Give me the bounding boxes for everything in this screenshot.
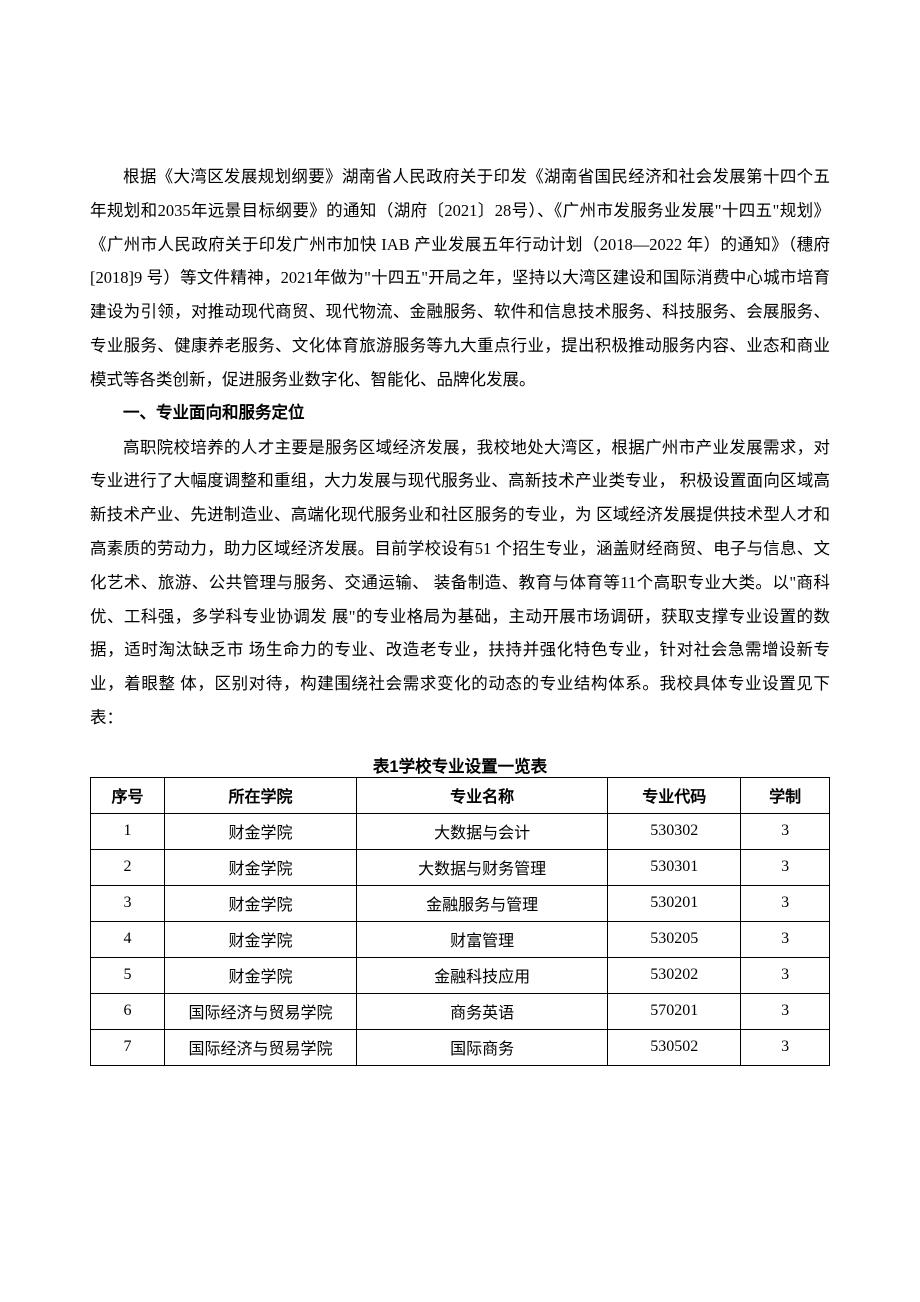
col-header-college: 所在学院	[164, 777, 356, 813]
table-row: 4 财金学院 财富管理 530205 3	[91, 921, 830, 957]
cell-duration: 3	[741, 813, 830, 849]
cell-duration: 3	[741, 885, 830, 921]
col-header-code: 专业代码	[608, 777, 741, 813]
cell-college: 国际经济与贸易学院	[164, 1029, 356, 1065]
cell-seq: 2	[91, 849, 165, 885]
cell-name: 大数据与会计	[357, 813, 608, 849]
paragraph-body: 高职院校培养的人才主要是服务区域经济发展，我校地处大湾区，根据广州市产业发展需求…	[90, 431, 830, 735]
cell-name: 大数据与财务管理	[357, 849, 608, 885]
col-header-seq: 序号	[91, 777, 165, 813]
cell-college: 财金学院	[164, 849, 356, 885]
cell-name: 国际商务	[357, 1029, 608, 1065]
cell-duration: 3	[741, 1029, 830, 1065]
cell-name: 金融科技应用	[357, 957, 608, 993]
col-header-duration: 学制	[741, 777, 830, 813]
cell-seq: 1	[91, 813, 165, 849]
table-row: 6 国际经济与贸易学院 商务英语 570201 3	[91, 993, 830, 1029]
table-row: 2 财金学院 大数据与财务管理 530301 3	[91, 849, 830, 885]
cell-duration: 3	[741, 957, 830, 993]
cell-college: 财金学院	[164, 885, 356, 921]
cell-seq: 7	[91, 1029, 165, 1065]
table-row: 7 国际经济与贸易学院 国际商务 530502 3	[91, 1029, 830, 1065]
cell-name: 商务英语	[357, 993, 608, 1029]
cell-seq: 6	[91, 993, 165, 1029]
cell-code: 530201	[608, 885, 741, 921]
cell-name: 金融服务与管理	[357, 885, 608, 921]
cell-college: 财金学院	[164, 957, 356, 993]
table-header-row: 序号 所在学院 专业名称 专业代码 学制	[91, 777, 830, 813]
cell-duration: 3	[741, 921, 830, 957]
col-header-name: 专业名称	[357, 777, 608, 813]
cell-college: 财金学院	[164, 921, 356, 957]
cell-college: 国际经济与贸易学院	[164, 993, 356, 1029]
cell-duration: 3	[741, 993, 830, 1029]
cell-duration: 3	[741, 849, 830, 885]
cell-code: 530205	[608, 921, 741, 957]
cell-code: 570201	[608, 993, 741, 1029]
table-row: 5 财金学院 金融科技应用 530202 3	[91, 957, 830, 993]
cell-seq: 5	[91, 957, 165, 993]
majors-table: 序号 所在学院 专业名称 专业代码 学制 1 财金学院 大数据与会计 53030…	[90, 777, 830, 1066]
table-row: 3 财金学院 金融服务与管理 530201 3	[91, 885, 830, 921]
table-caption: 表1学校专业设置一览表	[90, 753, 830, 777]
cell-college: 财金学院	[164, 813, 356, 849]
cell-code: 530302	[608, 813, 741, 849]
paragraph-intro: 根据《大湾区发展规划纲要》湖南省人民政府关于印发《湖南省国民经济和社会发展第十四…	[90, 160, 830, 397]
cell-code: 530202	[608, 957, 741, 993]
section-heading-1: 一、专业面向和服务定位	[90, 397, 830, 431]
cell-seq: 4	[91, 921, 165, 957]
cell-code: 530301	[608, 849, 741, 885]
cell-seq: 3	[91, 885, 165, 921]
cell-code: 530502	[608, 1029, 741, 1065]
table-row: 1 财金学院 大数据与会计 530302 3	[91, 813, 830, 849]
cell-name: 财富管理	[357, 921, 608, 957]
